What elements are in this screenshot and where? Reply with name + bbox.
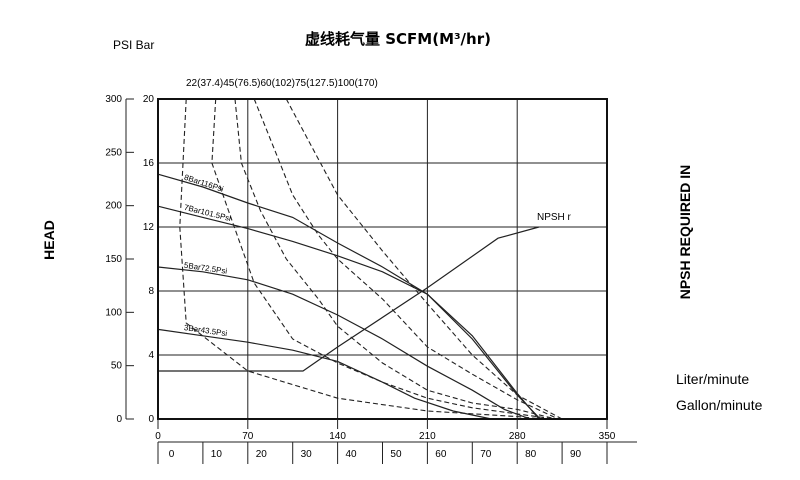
x-label-secondary: Gallon/minute — [676, 397, 763, 413]
series-line — [157, 328, 492, 420]
x-tick-label-secondary: 20 — [256, 449, 268, 460]
psi-tick-label: 150 — [105, 254, 122, 265]
bar-tick-label: 16 — [143, 158, 155, 169]
series-line — [157, 205, 540, 420]
series-label: 5Bar72.5Psi — [183, 261, 228, 276]
air-consumption-curve — [234, 98, 556, 420]
pressure-curves — [157, 173, 541, 420]
axes: 0 70 140 210 280 3500481216200501001502002503… — [105, 94, 637, 464]
x-tick-label-secondary: 90 — [570, 449, 582, 460]
psi-tick-label: 0 — [116, 414, 122, 425]
x-tick-label-primary: 280 — [509, 431, 526, 442]
chart-title: 虚线耗气量 SCFM(M³/hr) — [305, 30, 491, 48]
bar-tick-label: 8 — [148, 286, 154, 297]
series-line — [157, 266, 531, 420]
series-line — [157, 173, 541, 420]
psi-tick-label: 50 — [111, 361, 123, 372]
y-axis-right-label: NPSH REQUIRED IN — [677, 165, 693, 300]
series-label: 7Bar101.5Psi — [183, 203, 232, 223]
x-tick-label-secondary: 50 — [390, 449, 402, 460]
series-label: NPSH r — [537, 212, 572, 223]
air-consumption-curve — [253, 98, 559, 420]
psi-tick-label: 250 — [105, 147, 122, 158]
x-tick-label-secondary: 70 — [480, 449, 492, 460]
series-line — [158, 226, 540, 372]
psi-tick-label: 100 — [105, 307, 122, 318]
x-tick-label-secondary: 80 — [525, 449, 537, 460]
plot-frame — [157, 98, 608, 420]
bar-tick-label: 12 — [143, 222, 155, 233]
curve-labels: 8Bar116Psi7Bar101.5Psi5Bar72.5Psi3Bar43.… — [183, 173, 572, 338]
y-axis-label: HEAD — [41, 220, 57, 260]
x-tick-label-secondary: 10 — [211, 449, 223, 460]
psi-tick-label: 200 — [105, 201, 122, 212]
x-tick-label-primary: 0 — [155, 431, 161, 442]
air-consumption-label: 22(37.4)45(76.5)60(102)75(127.5)100(170) — [186, 78, 378, 89]
x-tick-label-primary: 210 — [419, 431, 436, 442]
x-tick-label-secondary: 30 — [301, 449, 313, 460]
bar-tick-label: 0 — [148, 414, 154, 425]
series-label: 8Bar116Psi — [183, 173, 225, 194]
left-units-label: PSI Bar — [113, 38, 154, 52]
x-tick-label-primary: 140 — [329, 431, 346, 442]
x-label-primary: Liter/minute — [676, 371, 749, 387]
psi-tick-label: 300 — [105, 94, 122, 105]
air-consumption-curve — [179, 98, 543, 420]
bar-tick-label: 4 — [148, 350, 154, 361]
x-tick-label-secondary: 40 — [346, 449, 358, 460]
bar-tick-label: 20 — [143, 94, 155, 105]
x-tick-label-secondary: 0 — [169, 449, 175, 460]
air-consumption-curve — [285, 98, 563, 420]
x-tick-label-primary: 350 — [599, 431, 616, 442]
air-consumption-curve — [211, 98, 554, 420]
x-tick-label-secondary: 60 — [435, 449, 447, 460]
air-consumption-curves — [179, 98, 563, 420]
x-tick-label-primary: 70 — [242, 431, 254, 442]
